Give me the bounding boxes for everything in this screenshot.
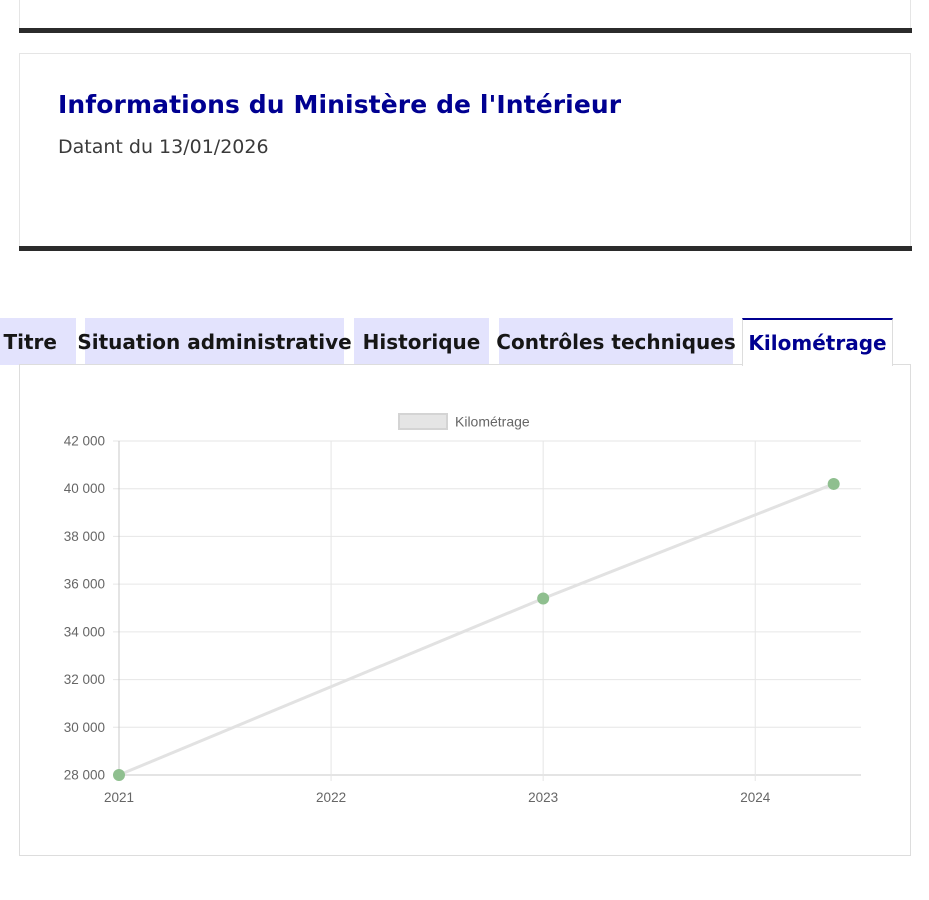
tab-list: Titre Situation administrative Historiqu…	[0, 318, 929, 366]
tab-list-baseline	[19, 364, 742, 365]
series-line	[118, 482, 835, 777]
y-tick-label: 32 000	[64, 672, 105, 687]
y-tick-label: 30 000	[64, 720, 105, 735]
y-tick-label: 42 000	[64, 434, 105, 449]
legend-label: Kilométrage	[455, 414, 530, 430]
tab-controles-techniques[interactable]: Contrôles techniques	[496, 318, 736, 365]
ministry-info-title: Informations du Ministère de l'Intérieur	[58, 90, 622, 119]
x-tick-label: 2023	[528, 790, 558, 805]
tab-situation-administrative[interactable]: Situation administrative	[77, 318, 352, 365]
ministry-info-date: Datant du 13/01/2026	[58, 136, 269, 158]
ministry-info-card-bottom-border	[19, 246, 912, 251]
data-point	[827, 477, 840, 490]
tab-list-baseline	[893, 364, 911, 365]
y-tick-label: 36 000	[64, 577, 105, 592]
data-point	[113, 769, 125, 781]
previous-card-bottom-border	[19, 28, 912, 33]
tab-kilometrage[interactable]: Kilométrage	[742, 318, 893, 366]
tab-titre[interactable]: Titre	[0, 318, 76, 365]
previous-card	[19, 0, 911, 28]
x-tick-label: 2022	[316, 790, 346, 805]
x-tick-label: 2021	[104, 790, 134, 805]
ministry-info-card: Informations du Ministère de l'Intérieur…	[19, 53, 911, 247]
kilometrage-panel: 28 000 30 000 32 000 34 000 36 000 38 000 40 0…	[19, 364, 911, 856]
y-tick-label: 28 000	[64, 768, 105, 783]
legend-swatch	[398, 413, 448, 430]
tab-historique[interactable]: Historique	[354, 318, 489, 365]
y-tick-label: 40 000	[64, 481, 105, 496]
x-tick-label: 2024	[740, 790, 771, 805]
data-point	[537, 592, 550, 605]
kilometrage-chart: 28 000 30 000 32 000 34 000 36 000 38 000 40 0…	[64, 413, 861, 805]
y-tick-label: 38 000	[64, 529, 105, 544]
y-tick-label: 34 000	[64, 624, 105, 639]
